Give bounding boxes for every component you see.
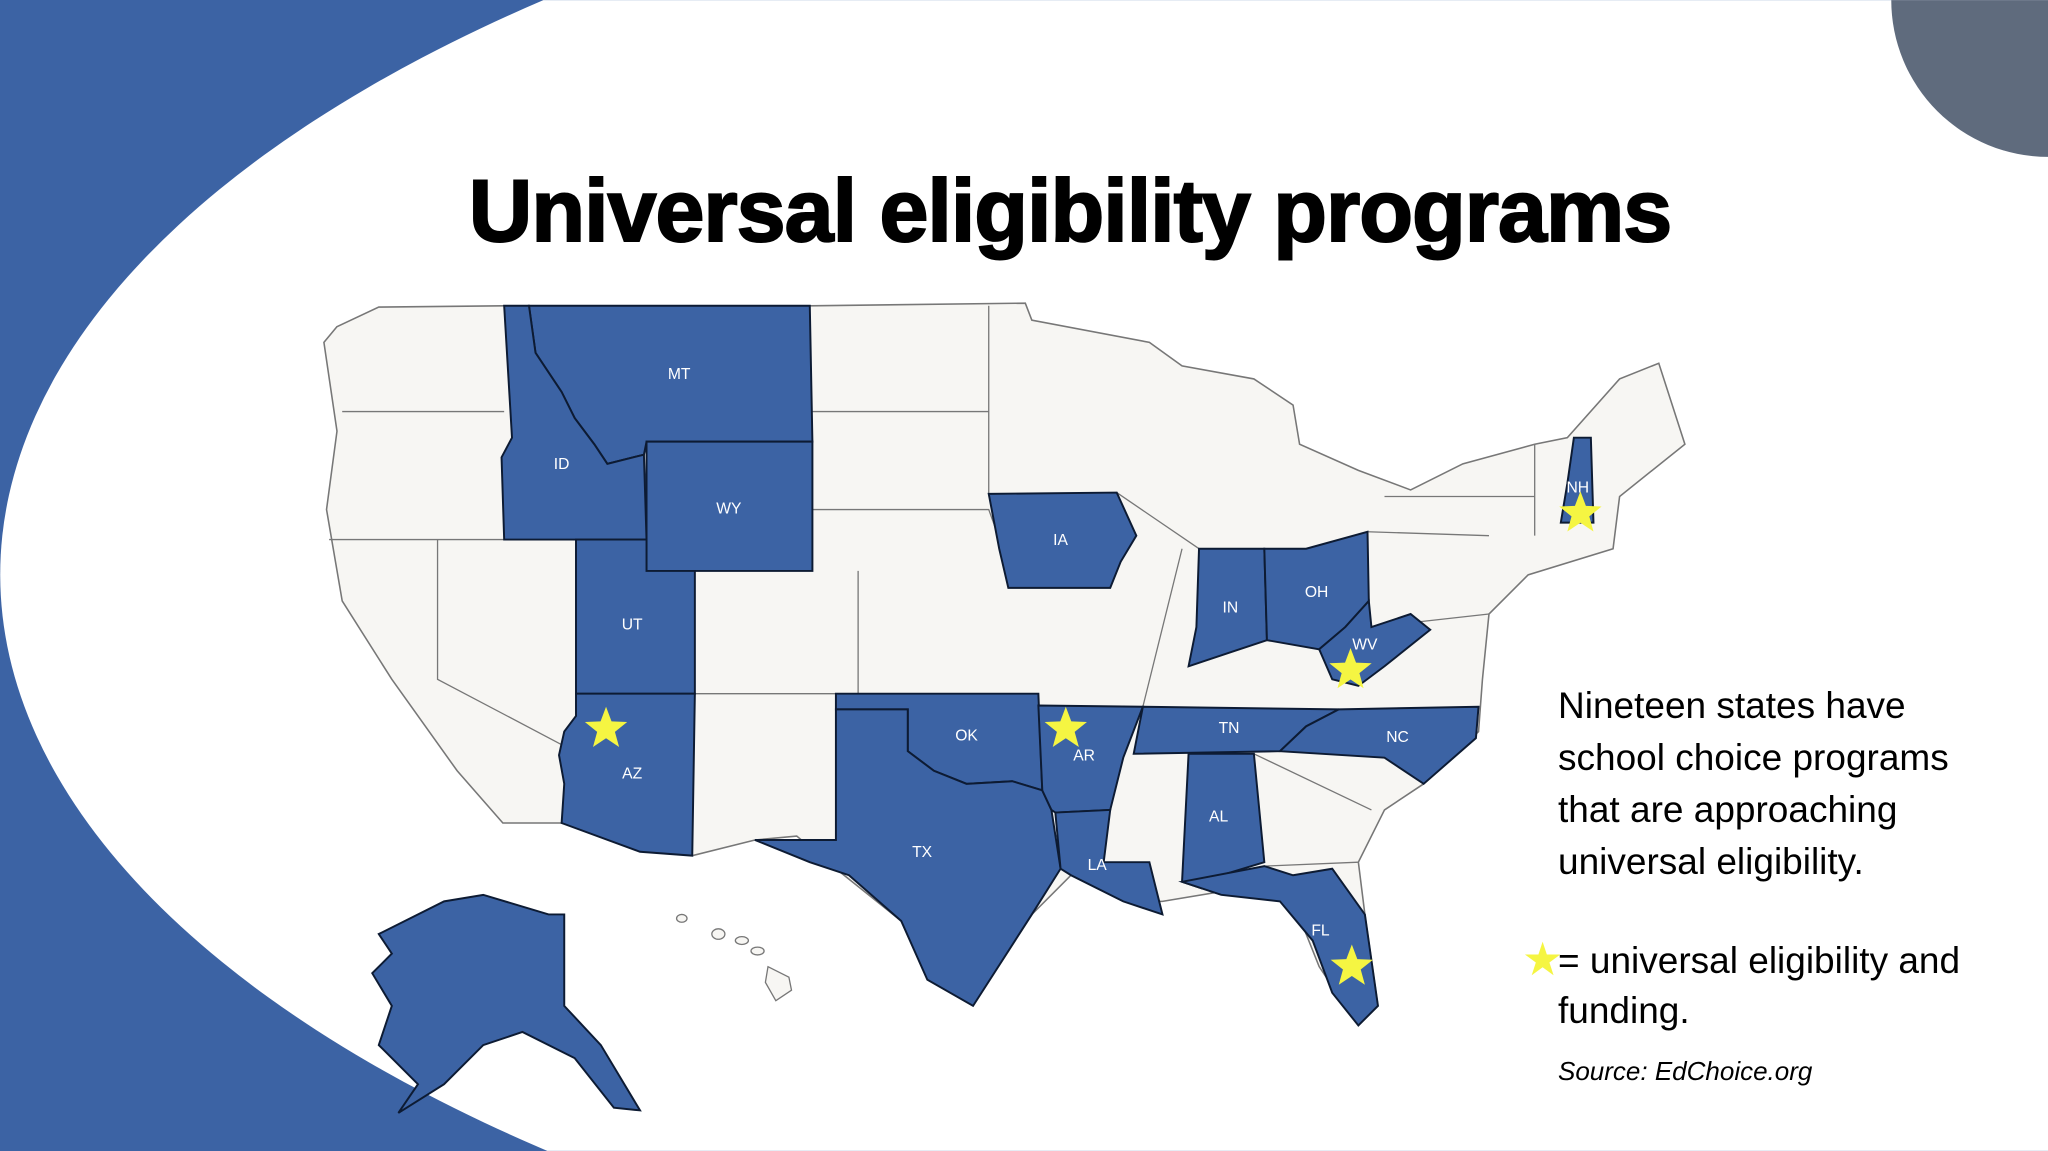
state-label: NH [1566, 480, 1589, 497]
corner-circle [1891, 0, 2048, 157]
state-label: AZ [622, 766, 642, 783]
star-icon [1329, 647, 1372, 689]
state-ak [371, 893, 642, 1114]
state-label: IN [1223, 600, 1239, 617]
state-label: IA [1053, 532, 1068, 549]
state-label: FL [1311, 922, 1330, 939]
state-label: TN [1219, 720, 1240, 737]
state-nc [1277, 705, 1480, 786]
star-icon [1559, 491, 1602, 532]
hawaii [675, 913, 793, 1002]
state-id [500, 304, 648, 541]
page-title: Universal eligibility programs [468, 160, 1673, 261]
state-label: WV [1352, 636, 1378, 653]
state-label: OK [955, 728, 978, 745]
star-icon [1330, 944, 1373, 985]
state-label: MT [668, 366, 691, 383]
highlighted-states: MT ID WY UT AZ OK TX AR LA IA IN OH WV TN NC AL FL NH [371, 304, 1602, 1114]
star-icon [1044, 706, 1087, 747]
source-text: Source: EdChoice.org [1558, 1056, 1813, 1086]
legend: ★ = universal eligibility and funding. [1522, 934, 2018, 1036]
state-label: LA [1088, 857, 1108, 874]
state-label: AL [1209, 809, 1228, 826]
state-label: NC [1386, 729, 1409, 746]
state-wy [645, 440, 814, 572]
state-fl [1178, 865, 1379, 1027]
legend-text: = universal eligibility and funding. [1558, 940, 1961, 1031]
state-label: AR [1073, 747, 1095, 764]
us-map: MT ID WY UT AZ OK TX AR LA IA IN OH WV TN NC AL FL NH [323, 302, 1686, 1114]
state-label: TX [912, 844, 933, 861]
state-label: ID [554, 456, 570, 473]
star-icon: ★ [1522, 933, 1564, 985]
state-az [558, 692, 696, 857]
description-text: Nineteen states have school choice progr… [1558, 685, 1949, 882]
state-la [1054, 808, 1164, 916]
star-icon [584, 706, 628, 747]
state-tx [754, 708, 1062, 1008]
state-label: OH [1305, 584, 1328, 601]
state-label: WY [716, 500, 742, 517]
state-ia [987, 491, 1138, 589]
state-label: UT [622, 617, 643, 634]
